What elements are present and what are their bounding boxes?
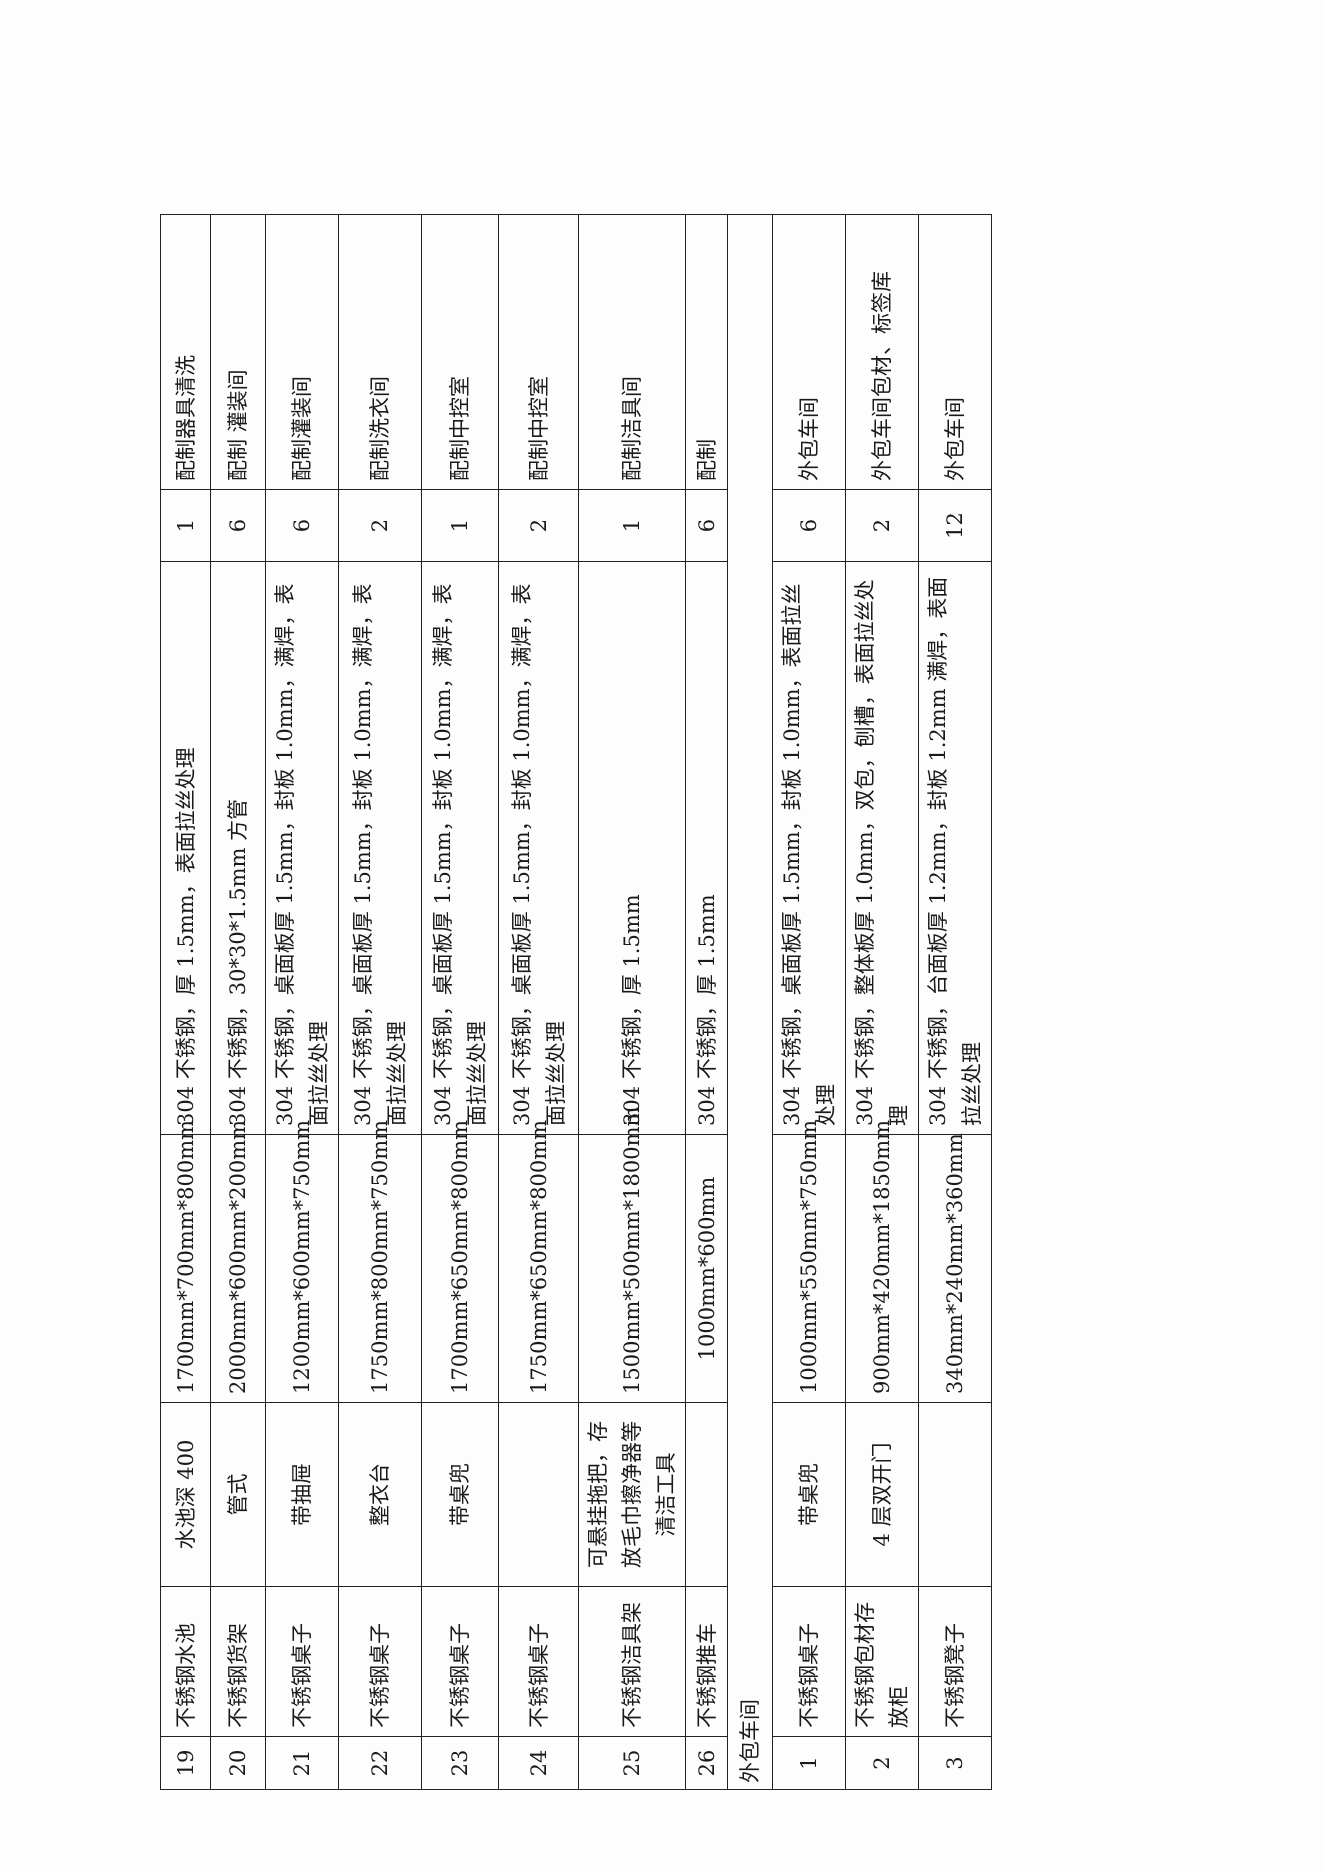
name-cell: 不锈钢桌子 bbox=[265, 1586, 339, 1737]
table-row: 19 不锈钢水池 水池深 400 1700mm*700mm*800mm 304 不锈钢，… bbox=[160, 214, 211, 1790]
table-row: 25 不锈钢洁具架 可悬挂拖把，存放毛巾擦净器等清洁工具 1500mm*500mm*1… bbox=[578, 214, 686, 1790]
feature-cell: 整衣台 bbox=[338, 1402, 422, 1587]
equipment-table: 19 不锈钢水池 水池深 400 1700mm*700mm*800mm 304 不锈钢，… bbox=[160, 214, 992, 1790]
name-cell: 不锈钢桌子 bbox=[772, 1586, 846, 1737]
seq-cell: 23 bbox=[421, 1736, 499, 1790]
equipment-table-page: 19 不锈钢水池 水池深 400 1700mm*700mm*800mm 304 不锈钢，… bbox=[160, 214, 992, 1790]
qty-cell: 6 bbox=[685, 489, 728, 562]
spec-cell: 340mm*240mm*360mm bbox=[918, 1133, 992, 1403]
seq-cell: 26 bbox=[685, 1736, 728, 1790]
location-cell: 外包车间 bbox=[772, 214, 846, 490]
location-cell: 配制中控室 bbox=[498, 214, 579, 490]
section-title: 外包车间 bbox=[727, 214, 773, 1790]
feature-cell: 4 层双开门 bbox=[845, 1402, 919, 1587]
table-row: 21 不锈钢桌子 带抽屉 1200mm*600mm*750mm 304 不锈钢，桌面板厚… bbox=[265, 214, 339, 1790]
material-cell: 304 不锈钢，整体板厚 1.0mm，双包，刨槽，表面拉丝处理 bbox=[845, 561, 919, 1135]
table-row: 22 不锈钢桌子 整衣台 1750mm*800mm*750mm 304 不锈钢，桌面板厚… bbox=[338, 214, 422, 1790]
name-cell: 不锈钢桌子 bbox=[498, 1586, 579, 1737]
qty-cell: 2 bbox=[498, 489, 579, 562]
feature-cell bbox=[685, 1402, 728, 1587]
seq-cell: 2 bbox=[845, 1736, 919, 1790]
material-cell: 304 不锈钢，桌面板厚 1.5mm，封板 1.0mm，表面拉丝处理 bbox=[772, 561, 846, 1135]
seq-cell: 1 bbox=[772, 1736, 846, 1790]
qty-cell: 12 bbox=[918, 489, 992, 562]
qty-cell: 2 bbox=[338, 489, 422, 562]
feature-cell: 管式 bbox=[210, 1402, 266, 1587]
qty-cell: 1 bbox=[421, 489, 499, 562]
material-cell: 304 不锈钢，台面板厚 1.2mm，封板 1.2mm 满焊，表面拉丝处理 bbox=[918, 561, 992, 1135]
spec-cell: 1500mm*500mm*1800mm bbox=[578, 1107, 686, 1403]
feature-cell: 带抽屉 bbox=[265, 1402, 339, 1587]
qty-cell: 6 bbox=[265, 489, 339, 562]
material-cell: 304 不锈钢，桌面板厚 1.5mm，封板 1.0mm，满焊，表面拉丝处理 bbox=[265, 561, 339, 1135]
table-row: 26 不锈钢推车 1000mm*600mm 304 不锈钢，厚 1.5mm 6 配制 bbox=[685, 214, 728, 1790]
feature-cell: 带桌兜 bbox=[772, 1402, 846, 1587]
name-cell: 不锈钢推车 bbox=[685, 1586, 728, 1737]
table-row: 24 不锈钢桌子 1750mm*650mm*800mm 304 不锈钢，桌面板厚 1.… bbox=[498, 214, 579, 1790]
spec-cell: 1000mm*550mm*750mm bbox=[772, 1120, 846, 1403]
feature-cell bbox=[918, 1402, 992, 1587]
qty-cell: 1 bbox=[578, 489, 686, 562]
name-cell: 不锈钢水池 bbox=[160, 1586, 211, 1737]
spec-cell: 1000mm*600mm bbox=[685, 1134, 728, 1403]
material-cell: 304 不锈钢，桌面板厚 1.5mm，封板 1.0mm，满焊，表面拉丝处理 bbox=[421, 561, 499, 1135]
seq-cell: 22 bbox=[338, 1736, 422, 1790]
feature-cell: 水池深 400 bbox=[160, 1402, 211, 1587]
material-cell: 304 不锈钢，厚 1.5mm bbox=[578, 561, 686, 1135]
qty-cell: 6 bbox=[210, 489, 266, 562]
seq-cell: 25 bbox=[578, 1736, 686, 1790]
material-cell: 304 不锈钢，桌面板厚 1.5mm，封板 1.0mm，满焊，表面拉丝处理 bbox=[498, 561, 579, 1135]
material-cell: 304 不锈钢，厚 1.5mm bbox=[685, 561, 728, 1135]
location-cell: 配制器具清洗 bbox=[160, 214, 211, 490]
material-cell: 304 不锈钢，厚 1.5mm，表面拉丝处理 bbox=[160, 561, 211, 1135]
location-cell: 配制洁具间 bbox=[578, 214, 686, 490]
seq-cell: 21 bbox=[265, 1736, 339, 1790]
material-cell: 304 不锈钢，30*30*1.5mm 方管 bbox=[210, 561, 266, 1135]
seq-cell: 19 bbox=[160, 1736, 211, 1790]
spec-cell: 900mm*420mm*1850mm bbox=[845, 1120, 919, 1403]
location-cell: 配制灌装间 bbox=[265, 214, 339, 490]
name-cell: 不锈钢桌子 bbox=[338, 1586, 422, 1737]
spec-cell: 1700mm*700mm*800mm bbox=[160, 1120, 211, 1403]
spec-cell: 1700mm*650mm*800mm bbox=[421, 1120, 499, 1403]
name-cell: 不锈钢凳子 bbox=[918, 1586, 992, 1737]
location-cell: 配制中控室 bbox=[421, 214, 499, 490]
spec-cell: 2000mm*600mm*200mm bbox=[210, 1120, 266, 1403]
table-row: 3 不锈钢凳子 340mm*240mm*360mm 304 不锈钢，台面板厚 1.2m… bbox=[918, 214, 992, 1790]
seq-cell: 24 bbox=[498, 1736, 579, 1790]
location-cell: 配制 bbox=[685, 214, 728, 490]
location-cell: 配制 灌装间 bbox=[210, 214, 266, 490]
table-row: 1 不锈钢桌子 带桌兜 1000mm*550mm*750mm 304 不锈钢，桌面板厚 … bbox=[772, 214, 846, 1790]
spec-cell: 1200mm*600mm*750mm bbox=[265, 1120, 339, 1403]
seq-cell: 3 bbox=[918, 1736, 992, 1790]
qty-cell: 6 bbox=[772, 489, 846, 562]
feature-cell: 带桌兜 bbox=[421, 1402, 499, 1587]
feature-cell: 可悬挂拖把，存放毛巾擦净器等清洁工具 bbox=[578, 1402, 686, 1587]
qty-cell: 1 bbox=[160, 489, 211, 562]
location-cell: 配制洗衣间 bbox=[338, 214, 422, 490]
table-row: 23 不锈钢桌子 带桌兜 1700mm*650mm*800mm 304 不锈钢，桌面板厚… bbox=[421, 214, 499, 1790]
spec-cell: 1750mm*800mm*750mm bbox=[338, 1120, 422, 1403]
qty-cell: 2 bbox=[845, 489, 919, 562]
table-row: 20 不锈钢货架 管式 2000mm*600mm*200mm 304 不锈钢，30*30… bbox=[210, 214, 266, 1790]
section-row: 外包车间 bbox=[727, 214, 773, 1790]
name-cell: 不锈钢桌子 bbox=[421, 1586, 499, 1737]
name-cell: 不锈钢洁具架 bbox=[578, 1586, 686, 1737]
name-cell: 不锈钢货架 bbox=[210, 1586, 266, 1737]
feature-cell bbox=[498, 1402, 579, 1587]
name-cell: 不锈钢包材存放柜 bbox=[845, 1586, 919, 1737]
table-row: 2 不锈钢包材存放柜 4 层双开门 900mm*420mm*1850mm 304 不锈钢… bbox=[845, 214, 919, 1790]
location-cell: 外包车间包材、标签库 bbox=[845, 214, 919, 490]
material-cell: 304 不锈钢，桌面板厚 1.5mm，封板 1.0mm，满焊，表面拉丝处理 bbox=[338, 561, 422, 1135]
spec-cell: 1750mm*650mm*800mm bbox=[498, 1120, 579, 1403]
seq-cell: 20 bbox=[210, 1736, 266, 1790]
location-cell: 外包车间 bbox=[918, 214, 992, 490]
